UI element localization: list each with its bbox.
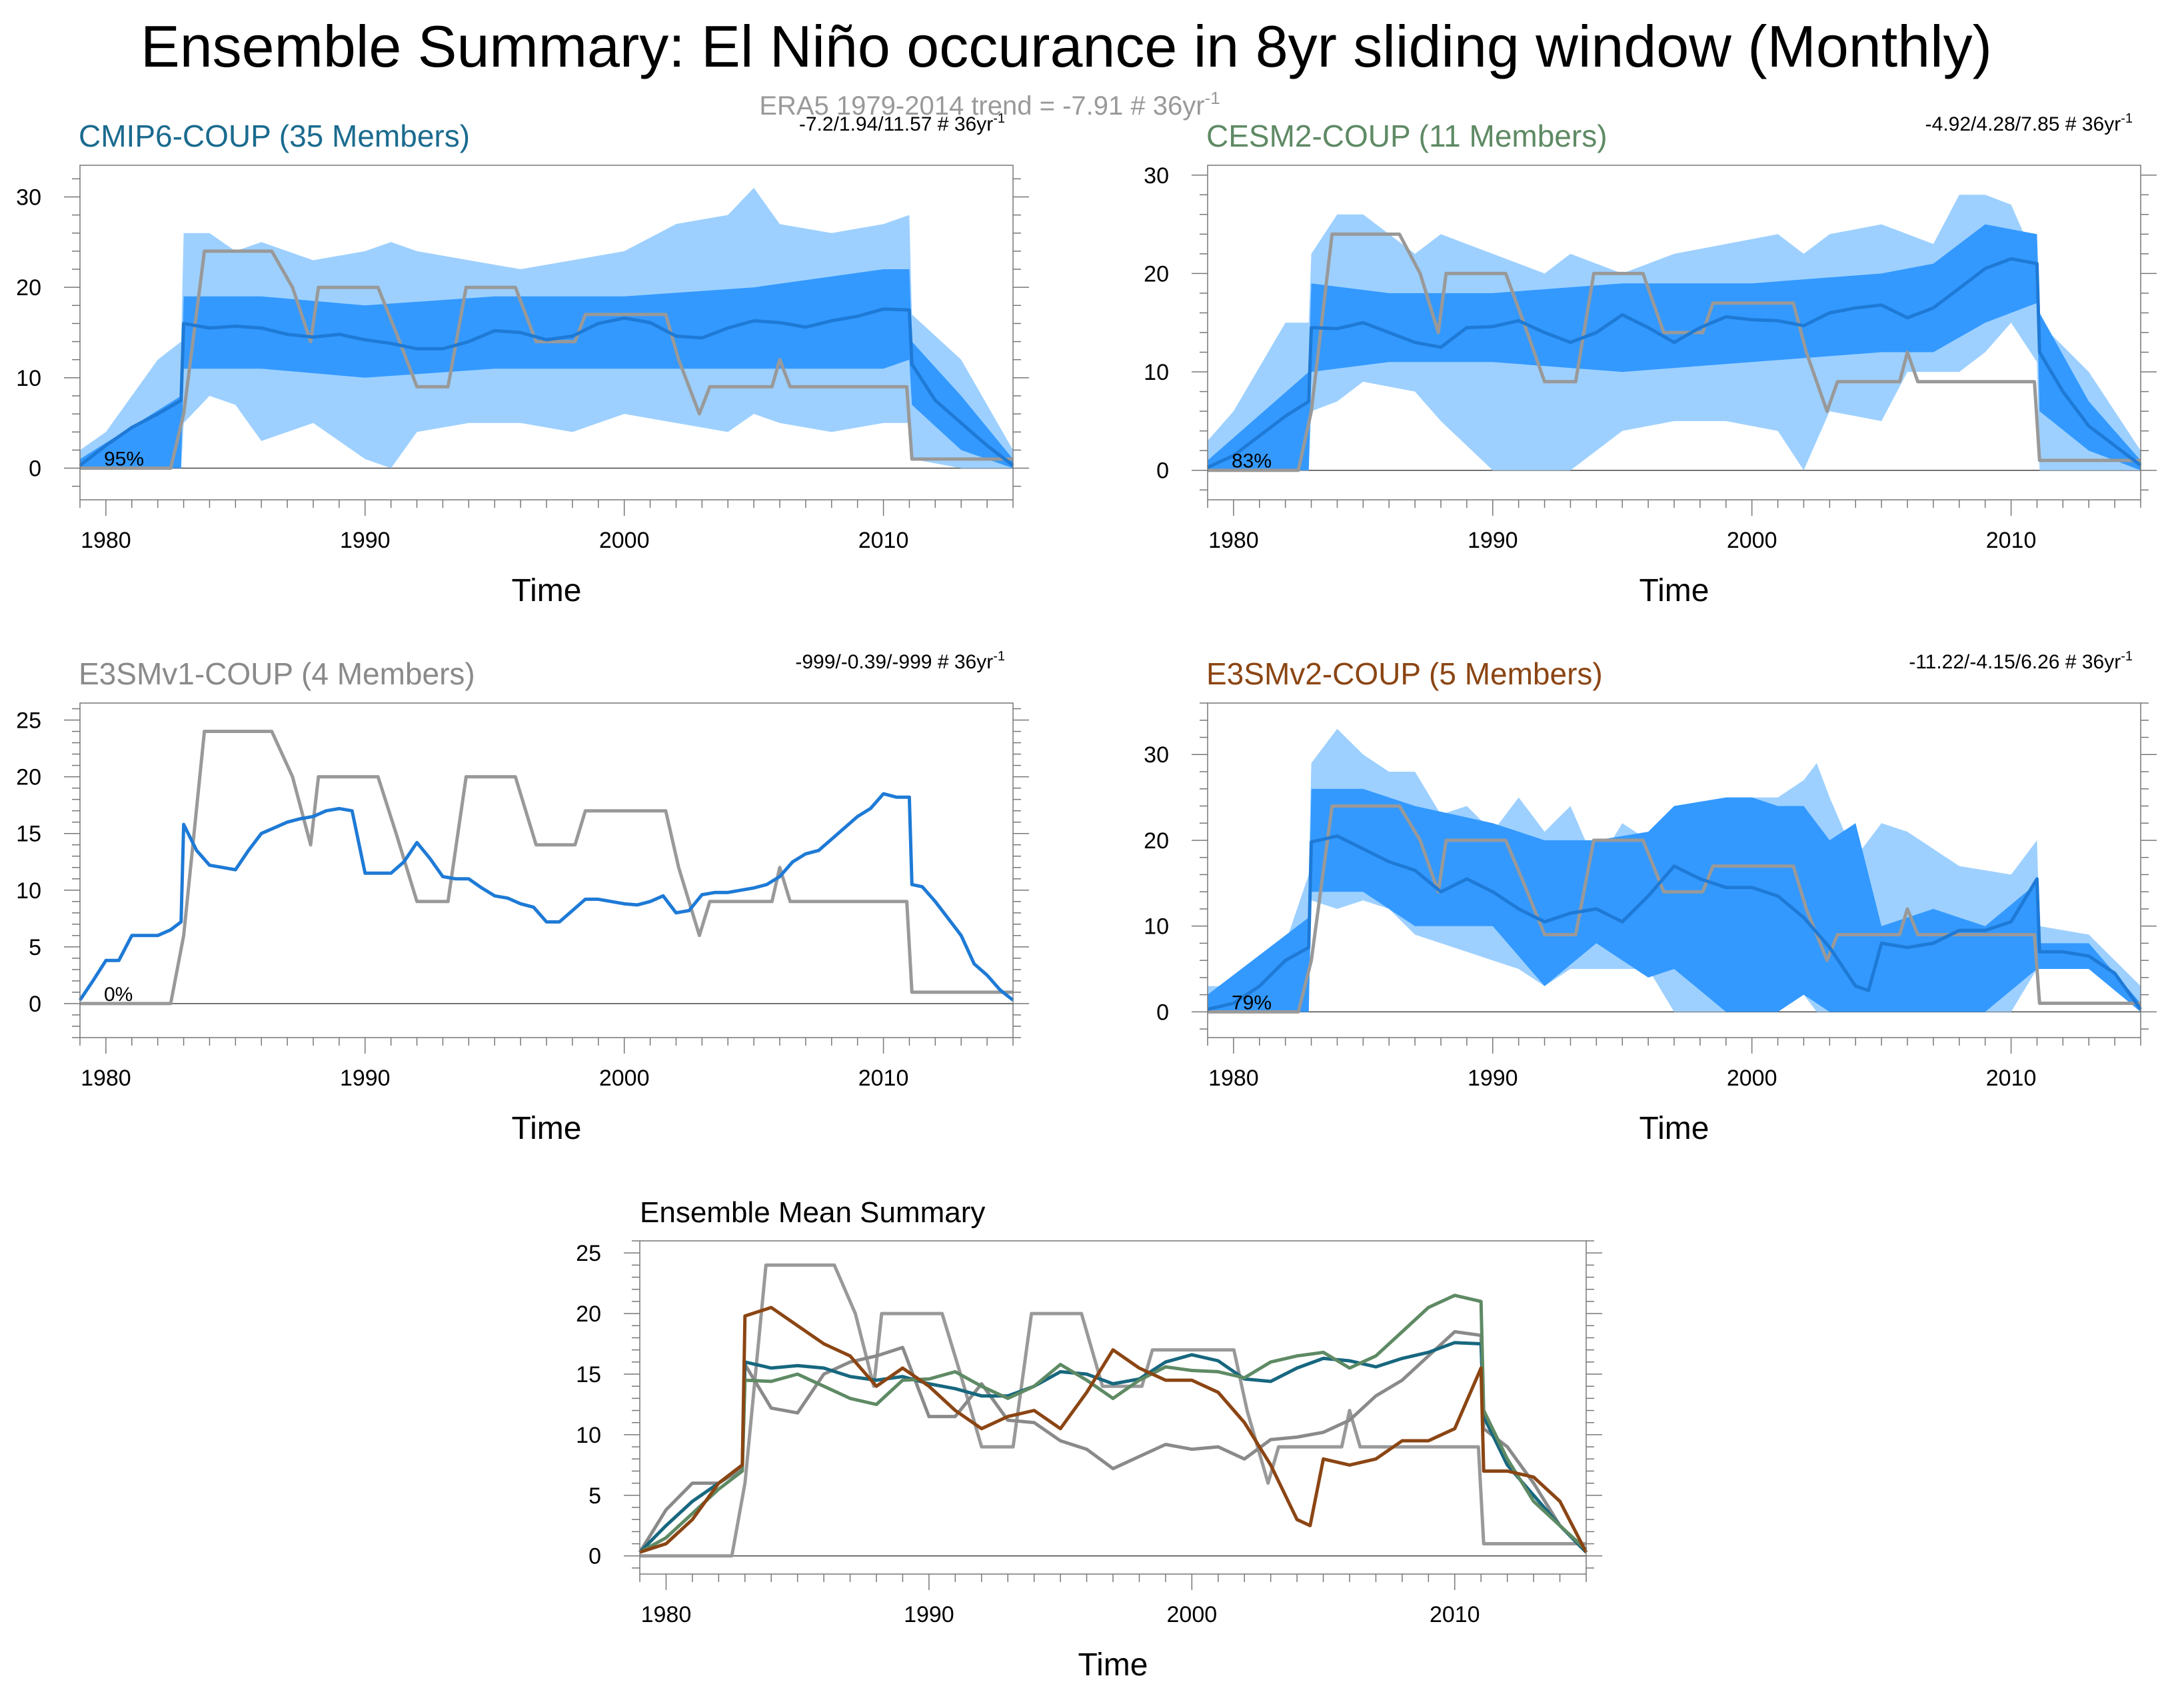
- cesm2-xtick-label: 1990: [1468, 528, 1518, 553]
- e3smv2-ytick-label: 0: [1156, 1000, 1169, 1025]
- cesm2-ytick-label: 10: [1144, 360, 1169, 385]
- mean-ytick-label: 20: [576, 1301, 601, 1327]
- e3smv1-xtick-label: 2010: [858, 1066, 909, 1091]
- mean-series-cesm2-coup: [638, 1293, 1588, 1554]
- cmip6-xaxis-title: Time: [512, 573, 582, 608]
- mean-xaxis-title: Time: [1078, 1647, 1148, 1683]
- e3smv1-trend-text: -999/-0.39/-999 # 36yr: [795, 651, 993, 673]
- cesm2-xtick-label: 1980: [1208, 528, 1259, 553]
- e3smv2-inner-band: [1208, 788, 2141, 1012]
- panel-cesm2: CESM2-COUP (11 Members) -4.92/4.28/7.85 #…: [1144, 111, 2157, 608]
- panel-e3smv1: E3SMv1-COUP (4 Members) -999/-0.39/-999 #…: [16, 649, 1029, 1146]
- e3smv1-ytick-label: 15: [16, 822, 41, 847]
- cesm2-obs-line: [1208, 232, 2141, 472]
- cesm2-xtick-label: 2010: [1986, 528, 2037, 553]
- e3smv2-trend-text: -11.22/-4.15/6.26 # 36yr: [1909, 651, 2121, 673]
- mean-xtick-label: 2000: [1167, 1602, 1218, 1627]
- cesm2-xaxis-title: Time: [1639, 573, 1709, 608]
- e3smv2-ytick-label: 10: [1144, 914, 1169, 940]
- e3smv1-xtick-label: 1980: [81, 1066, 131, 1091]
- cesm2-trend-label: -4.92/4.28/7.85 # 36yr-1: [1925, 111, 2133, 135]
- mean-ytick-label: 15: [576, 1362, 601, 1387]
- panel-cmip6: CMIP6-COUP (35 Members) -7.2/1.94/11.57 #…: [16, 111, 1029, 608]
- cmip6-pct-label: 95%: [104, 448, 144, 470]
- cesm2-ytick-label: 0: [1156, 458, 1169, 484]
- mean-xtick-label: 1980: [641, 1602, 692, 1627]
- e3smv1-pct-label: 0%: [104, 984, 133, 1006]
- e3smv2-title: E3SMv2-COUP (5 Members): [1206, 656, 1603, 691]
- e3smv1-xtick-label: 1990: [340, 1066, 391, 1091]
- e3smv1-ytick-label: 20: [16, 765, 41, 790]
- mean-ytick-label: 10: [576, 1423, 601, 1448]
- e3smv2-xtick-label: 2010: [1986, 1066, 2037, 1091]
- cmip6-trend-label: -7.2/1.94/11.57 # 36yr-1: [799, 111, 1005, 135]
- cesm2-xtick-label: 2000: [1727, 528, 1777, 553]
- obs-trend-note: ERA5 1979-2014 trend = -7.91 # 36yr-1: [759, 88, 1220, 121]
- cmip6-xtick-label: 1980: [81, 528, 131, 553]
- e3smv1-trend-sup: -1: [993, 649, 1005, 664]
- cmip6-obs-line: [80, 249, 1013, 470]
- panel-e3smv2: E3SMv2-COUP (5 Members) -11.22/-4.15/6.26…: [1144, 649, 2157, 1146]
- cesm2-model-mean-line: [1206, 257, 2142, 469]
- cmip6-ytick-label: 30: [16, 185, 41, 210]
- e3smv2-trend-sup: -1: [2121, 649, 2133, 664]
- cmip6-trend-text: -7.2/1.94/11.57 # 36yr: [799, 113, 993, 135]
- e3smv2-ytick-label: 20: [1144, 828, 1169, 854]
- e3smv1-xaxis-title: Time: [512, 1111, 582, 1146]
- mean-series-cmip6-coup: [638, 1341, 1588, 1554]
- e3smv1-ytick-label: 5: [29, 935, 41, 960]
- e3smv1-plot-area: [80, 703, 1013, 1038]
- e3smv2-xtick-label: 1980: [1208, 1066, 1259, 1091]
- e3smv2-ytick-label: 30: [1144, 742, 1169, 768]
- cmip6-ytick-label: 10: [16, 366, 41, 391]
- e3smv1-ytick-label: 25: [16, 708, 41, 734]
- e3smv1-xtick-label: 2000: [599, 1066, 650, 1091]
- cmip6-xtick-label: 2000: [599, 528, 650, 553]
- mean-ytick-label: 5: [588, 1483, 601, 1509]
- mean-title: Ensemble Mean Summary: [640, 1196, 985, 1229]
- cesm2-inner-band: [1208, 224, 2141, 470]
- panels-group: CMIP6-COUP (35 Members) -7.2/1.94/11.57 #…: [16, 111, 2157, 1683]
- e3smv2-obs-line: [1208, 804, 2141, 1014]
- figure-title: Ensemble Summary: El Niño occurance in 8…: [141, 13, 1992, 79]
- cesm2-ytick-label: 30: [1144, 163, 1169, 189]
- mean-plot-area: [640, 1241, 1586, 1574]
- obs-trend-note-sup: -1: [1205, 88, 1220, 108]
- cesm2-pct-label: 83%: [1232, 450, 1272, 472]
- e3smv1-ytick-label: 0: [29, 992, 41, 1017]
- panel-mean: Ensemble Mean Summary 0 5 10 15 20 25 1980 1990 2…: [576, 1196, 1602, 1683]
- cesm2-title: CESM2-COUP (11 Members): [1206, 119, 1608, 153]
- mean-series-e3smv1-coup: [638, 1329, 1588, 1554]
- cesm2-ytick-label: 20: [1144, 261, 1169, 287]
- e3smv2-model-mean-line: [1207, 834, 2143, 1011]
- cmip6-xtick-label: 1990: [340, 528, 391, 553]
- cmip6-ytick-label: 20: [16, 275, 41, 301]
- cmip6-title: CMIP6-COUP (35 Members): [79, 119, 470, 153]
- obs-trend-note-text: ERA5 1979-2014 trend = -7.91 # 36yr: [759, 91, 1204, 121]
- cesm2-trend-text: -4.92/4.28/7.85 # 36yr: [1925, 113, 2121, 135]
- e3smv2-xtick-label: 1990: [1468, 1066, 1518, 1091]
- e3smv2-xaxis-title: Time: [1639, 1111, 1709, 1146]
- mean-xtick-label: 2010: [1430, 1602, 1480, 1627]
- e3smv2-xtick-label: 2000: [1727, 1066, 1777, 1091]
- mean-ytick-label: 25: [576, 1241, 601, 1266]
- cmip6-trend-sup: -1: [993, 111, 1005, 126]
- e3smv2-trend-label: -11.22/-4.15/6.26 # 36yr-1: [1909, 649, 2133, 673]
- cmip6-xtick-label: 2010: [858, 528, 909, 553]
- e3smv1-ytick-label: 10: [16, 878, 41, 904]
- e3smv1-title: E3SMv1-COUP (4 Members): [79, 656, 475, 691]
- cmip6-ytick-label: 0: [29, 456, 41, 482]
- mean-xtick-label: 1990: [904, 1602, 954, 1627]
- cesm2-trend-sup: -1: [2121, 111, 2133, 126]
- e3smv1-trend-label: -999/-0.39/-999 # 36yr-1: [795, 649, 1005, 673]
- cmip6-model-mean-line: [79, 307, 1014, 467]
- mean-ytick-label: 0: [588, 1544, 601, 1569]
- mean-series-e3smv2-coup: [639, 1305, 1588, 1554]
- e3smv1-model-mean-line: [78, 792, 1014, 1002]
- e3smv2-pct-label: 79%: [1232, 992, 1272, 1014]
